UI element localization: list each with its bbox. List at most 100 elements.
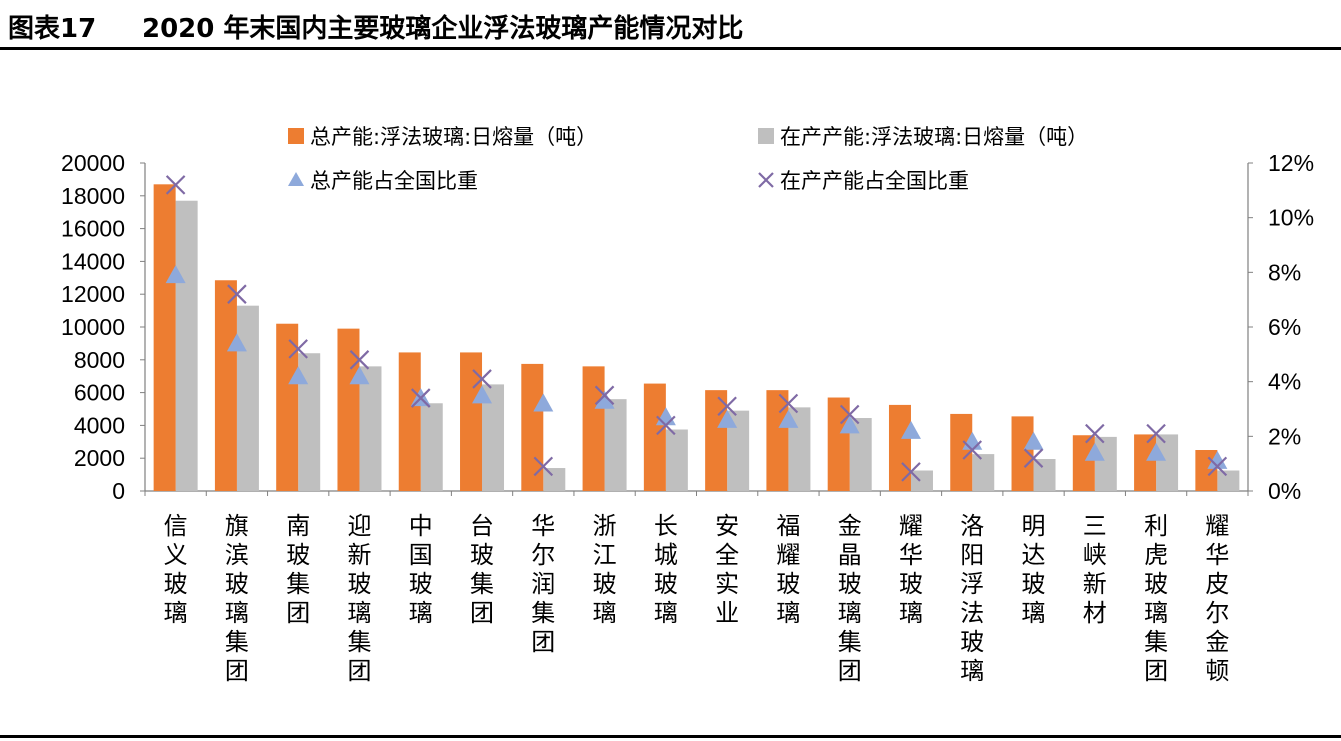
marker-total-share xyxy=(349,366,370,385)
category-label: 信义玻璃 xyxy=(164,512,188,627)
bar-total xyxy=(888,404,911,491)
bar-in-production xyxy=(910,470,933,491)
marker-in-production-share xyxy=(165,175,186,195)
marker-total-share xyxy=(533,393,554,412)
marker-total-share xyxy=(1207,450,1228,469)
left-axis-tick-label: 14000 xyxy=(61,248,125,274)
marker-in-production-share xyxy=(1023,448,1044,468)
legend-swatch xyxy=(288,128,304,144)
category-label: 耀华皮尔金顿 xyxy=(1205,512,1229,685)
marker-in-production-share xyxy=(594,385,615,406)
marker-in-production-share xyxy=(656,415,676,436)
bar-total xyxy=(276,323,299,491)
bar-in-production xyxy=(236,305,259,491)
figure-title-bar: 图表17 2020 年末国内主要玻璃企业浮法玻璃产能情况对比 xyxy=(0,0,1341,50)
bar-total xyxy=(214,280,237,491)
marker-total-share xyxy=(594,390,615,409)
bar-total xyxy=(153,184,176,491)
category-label: 迎新玻璃集团 xyxy=(347,512,371,685)
bar-total xyxy=(1072,435,1095,491)
legend-label: 在产产能:浮法玻璃:日熔量（吨） xyxy=(780,125,1088,149)
bar-in-production xyxy=(849,418,872,491)
category-label: 明达玻璃 xyxy=(1022,512,1046,627)
category-label: 金晶玻璃集团 xyxy=(838,512,862,685)
category-label: 华尔润集团 xyxy=(531,512,555,656)
bar-total xyxy=(1011,416,1034,491)
legend-swatch xyxy=(758,172,774,188)
left-axis-tick-label: 6000 xyxy=(74,380,125,406)
bar-total xyxy=(398,352,421,491)
bar-in-production xyxy=(972,454,995,491)
left-axis-tick-label: 18000 xyxy=(61,183,125,209)
bar-total xyxy=(582,366,605,491)
left-axis-tick-label: 12000 xyxy=(61,281,125,307)
bar-in-production xyxy=(1033,459,1056,491)
right-axis-tick-label: 8% xyxy=(1268,259,1301,285)
marker-in-production-share xyxy=(288,339,308,359)
right-axis-tick-label: 2% xyxy=(1268,423,1301,449)
legend-label: 总产能:浮法玻璃:日熔量（吨） xyxy=(310,125,597,149)
legend-label: 总产能占全国比重 xyxy=(310,169,478,193)
right-axis-tick-label: 6% xyxy=(1268,314,1301,340)
bar-total xyxy=(950,413,973,491)
marker-total-share xyxy=(226,333,247,352)
marker-in-production-share xyxy=(839,404,860,425)
category-label: 三峡新材 xyxy=(1083,512,1107,627)
marker-in-production-share xyxy=(1085,423,1105,444)
marker-in-production-share xyxy=(778,393,799,414)
marker-total-share xyxy=(288,366,309,385)
bar-total xyxy=(643,383,666,491)
left-axis-tick-label: 16000 xyxy=(61,216,125,242)
bar-in-production xyxy=(298,353,321,491)
title-rule xyxy=(0,47,1341,50)
marker-total-share xyxy=(1084,442,1105,461)
marker-total-share xyxy=(165,265,186,284)
bar-in-production xyxy=(1156,434,1179,491)
category-label: 台玻集团 xyxy=(470,512,494,627)
bar-in-production xyxy=(604,399,627,491)
bar-in-production xyxy=(420,403,443,491)
left-axis-tick-label: 20000 xyxy=(61,150,125,176)
category-label: 安全实业 xyxy=(715,512,739,627)
bar-total xyxy=(705,390,728,491)
marker-total-share xyxy=(778,409,799,428)
marker-in-production-share xyxy=(717,396,737,417)
bar-total xyxy=(521,363,544,491)
marker-total-share xyxy=(1146,442,1167,461)
marker-total-share xyxy=(900,420,921,439)
bar-in-production xyxy=(665,429,688,491)
marker-in-production-share xyxy=(1146,423,1166,444)
bar-in-production xyxy=(482,384,505,491)
bar-total xyxy=(1134,434,1157,491)
marker-in-production-share xyxy=(962,440,983,460)
bar-in-production xyxy=(788,407,811,491)
category-label: 旗滨玻璃集团 xyxy=(225,512,249,685)
left-axis-tick-label: 4000 xyxy=(74,412,125,438)
marker-total-share xyxy=(1023,431,1044,450)
right-axis-tick-label: 10% xyxy=(1268,205,1314,231)
marker-in-production-share xyxy=(1207,456,1228,477)
right-axis-tick-label: 12% xyxy=(1268,150,1314,176)
marker-total-share xyxy=(839,415,860,434)
marker-total-share xyxy=(472,385,493,404)
bar-in-production xyxy=(175,200,198,491)
bar-in-production xyxy=(727,410,750,491)
marker-total-share xyxy=(717,409,738,428)
category-label: 耀华玻璃 xyxy=(899,512,923,627)
bar-in-production xyxy=(1094,436,1117,491)
marker-in-production-share xyxy=(472,369,492,389)
category-label: 南玻集团 xyxy=(286,512,310,627)
bar-in-production xyxy=(1217,470,1240,491)
bar-total xyxy=(337,328,360,491)
left-axis-tick-label: 2000 xyxy=(74,445,125,471)
bottom-rule xyxy=(0,735,1341,738)
category-label: 利虎玻璃集团 xyxy=(1144,512,1168,685)
category-label: 福耀玻璃 xyxy=(776,512,800,627)
marker-in-production-share xyxy=(533,456,554,477)
marker-in-production-share xyxy=(410,388,431,408)
right-axis-tick-label: 0% xyxy=(1268,478,1301,504)
figure-title: 2020 年末国内主要玻璃企业浮法玻璃产能情况对比 xyxy=(142,14,744,44)
left-axis-tick-label: 10000 xyxy=(61,314,125,340)
figure-number: 图表17 xyxy=(8,14,97,44)
